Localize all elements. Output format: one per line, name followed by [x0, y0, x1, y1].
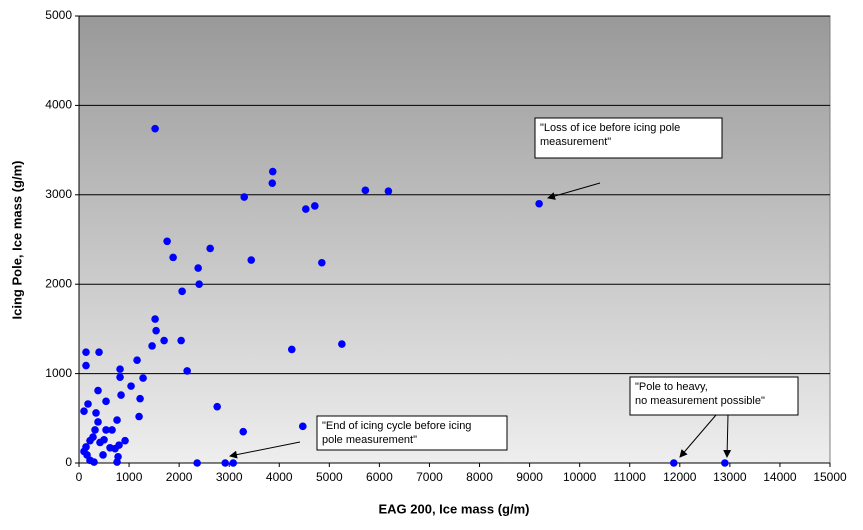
- data-point: [239, 427, 248, 436]
- annotation-arrow: [679, 414, 717, 458]
- y-tick-label: 5000: [45, 8, 72, 22]
- data-point: [669, 459, 678, 467]
- annotation-text: "Loss of ice before icing pole: [540, 122, 680, 134]
- data-point: [94, 386, 102, 395]
- data-point: [247, 256, 256, 264]
- y-tick-label: 0: [65, 455, 72, 469]
- annotation-box: [629, 376, 799, 416]
- y-tick-label: 3000: [45, 187, 72, 201]
- annotation-text: no measurement possible": [635, 395, 765, 407]
- data-point: [95, 348, 103, 356]
- data-point: [151, 315, 159, 323]
- data-point: [116, 365, 124, 373]
- data-point: [535, 199, 543, 208]
- data-point: [136, 394, 144, 403]
- y-axis-title: Icing Pole, Ice mass (g/m): [9, 161, 24, 320]
- data-point: [268, 179, 277, 187]
- data-point: [287, 345, 296, 354]
- data-point: [96, 438, 104, 447]
- x-axis-title: EAG 200, Ice mass (g/m): [378, 501, 529, 516]
- data-point: [90, 458, 98, 466]
- data-point: [338, 340, 346, 348]
- x-tick-label: 11000: [613, 470, 646, 484]
- x-tick-label: 15000: [813, 470, 847, 484]
- data-point: [121, 436, 129, 445]
- data-point: [102, 426, 110, 434]
- x-tick-label: 2000: [166, 470, 193, 484]
- data-point: [361, 186, 370, 195]
- data-point: [86, 436, 94, 445]
- data-point: [178, 287, 186, 296]
- data-point: [221, 459, 229, 467]
- data-point: [139, 374, 147, 382]
- x-tick-label: 14000: [763, 470, 797, 484]
- x-tick-label: 4000: [266, 470, 293, 484]
- data-point: [721, 459, 729, 467]
- y-tick-label: 1000: [45, 366, 72, 380]
- annotation-box: [316, 415, 508, 451]
- data-point: [94, 418, 102, 426]
- data-point: [92, 409, 100, 417]
- annotation-text: "End of icing cycle before icing: [322, 420, 471, 432]
- annotation-text: pole measurement": [322, 434, 417, 446]
- x-tick-label: 3000: [216, 470, 243, 484]
- data-point: [127, 382, 135, 390]
- annotation-arrow: [547, 182, 601, 200]
- y-tick-label: 4000: [45, 98, 72, 112]
- x-tick-label: 1000: [116, 470, 143, 484]
- data-point: [114, 452, 122, 461]
- data-point: [99, 451, 107, 459]
- data-point: [160, 336, 168, 345]
- data-point: [151, 124, 159, 133]
- x-tick-label: 8000: [466, 470, 493, 484]
- data-point: [318, 258, 326, 267]
- x-tick-label: 6000: [366, 470, 393, 484]
- data-point: [177, 336, 185, 345]
- x-tick-label: 7000: [416, 470, 443, 484]
- data-point: [183, 367, 191, 375]
- data-point: [135, 412, 143, 421]
- x-tick-label: 0: [76, 470, 83, 484]
- data-point: [213, 402, 221, 411]
- annotation-text: measurement": [540, 136, 611, 148]
- data-point: [268, 167, 277, 176]
- data-point: [91, 426, 99, 434]
- x-tick-label: 13000: [713, 470, 747, 484]
- x-tick-label: 9000: [516, 470, 543, 484]
- data-point: [229, 459, 238, 467]
- data-point: [80, 407, 88, 415]
- y-tick-label: 2000: [45, 276, 72, 290]
- x-tick-label: 5000: [316, 470, 343, 484]
- data-point: [195, 280, 203, 289]
- data-point: [384, 187, 393, 196]
- data-point: [84, 400, 92, 408]
- data-point: [148, 342, 156, 350]
- data-point: [298, 422, 307, 431]
- data-point: [113, 416, 121, 424]
- data-point: [117, 391, 125, 399]
- annotation-arrow: [723, 414, 732, 458]
- data-point: [302, 205, 310, 213]
- data-point: [115, 441, 123, 449]
- data-point: [193, 459, 201, 467]
- annotation-text: "Pole to heavy,: [635, 381, 708, 393]
- data-point: [206, 244, 214, 253]
- data-point: [82, 348, 90, 356]
- data-point: [108, 426, 116, 434]
- data-point: [152, 326, 160, 335]
- annotation-arrow: [229, 441, 301, 459]
- data-point: [311, 202, 319, 210]
- data-point: [133, 356, 141, 364]
- data-point: [163, 237, 171, 246]
- data-point: [102, 397, 110, 406]
- x-tick-label: 10000: [563, 470, 597, 484]
- data-point: [194, 264, 202, 272]
- x-tick-label: 12000: [663, 470, 697, 484]
- annotation-box: [534, 117, 723, 159]
- data-point: [169, 253, 177, 262]
- data-point: [240, 193, 249, 201]
- data-point: [82, 361, 90, 370]
- data-point: [116, 373, 124, 381]
